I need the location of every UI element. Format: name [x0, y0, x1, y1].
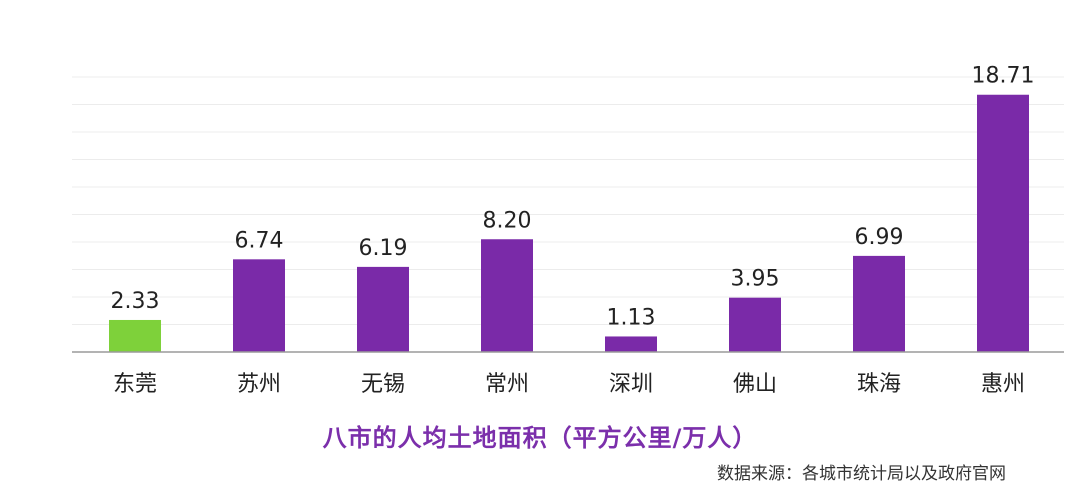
category-label: 常州 [485, 372, 529, 397]
value-labels: 2.33 6.74 6.19 8.20 1.13 3.95 6.99 18.71 [111, 64, 1035, 331]
data-label: 1.13 [607, 305, 656, 330]
source-note: 数据来源：各城市统计局以及政府官网 [717, 464, 1006, 484]
category-label: 珠海 [857, 372, 901, 397]
category-label: 惠州 [981, 372, 1025, 397]
category-label: 无锡 [361, 372, 405, 397]
chart-title: 八市的人均土地面积（平方公里/万人） [322, 424, 758, 452]
data-label: 18.71 [972, 64, 1035, 89]
data-label: 6.74 [235, 228, 284, 253]
category-label: 东莞 [113, 372, 157, 397]
data-label: 6.99 [855, 225, 904, 250]
category-label: 深圳 [609, 372, 653, 397]
data-label: 8.20 [483, 208, 532, 233]
data-label: 3.95 [731, 267, 780, 292]
bar [729, 297, 781, 352]
bars [109, 94, 1029, 353]
bar [605, 336, 657, 352]
category-labels: 东莞 苏州 无锡 常州 深圳 佛山 珠海 惠州 [113, 372, 1025, 397]
bar [481, 239, 533, 352]
bar [357, 266, 409, 352]
bar [853, 255, 905, 352]
bar [233, 259, 285, 352]
data-label: 6.19 [359, 236, 408, 261]
category-label: 佛山 [733, 372, 777, 397]
category-label: 苏州 [237, 372, 281, 397]
data-label: 2.33 [111, 289, 160, 314]
gridlines [72, 76, 1064, 325]
bar [977, 94, 1029, 353]
bar [109, 319, 161, 352]
